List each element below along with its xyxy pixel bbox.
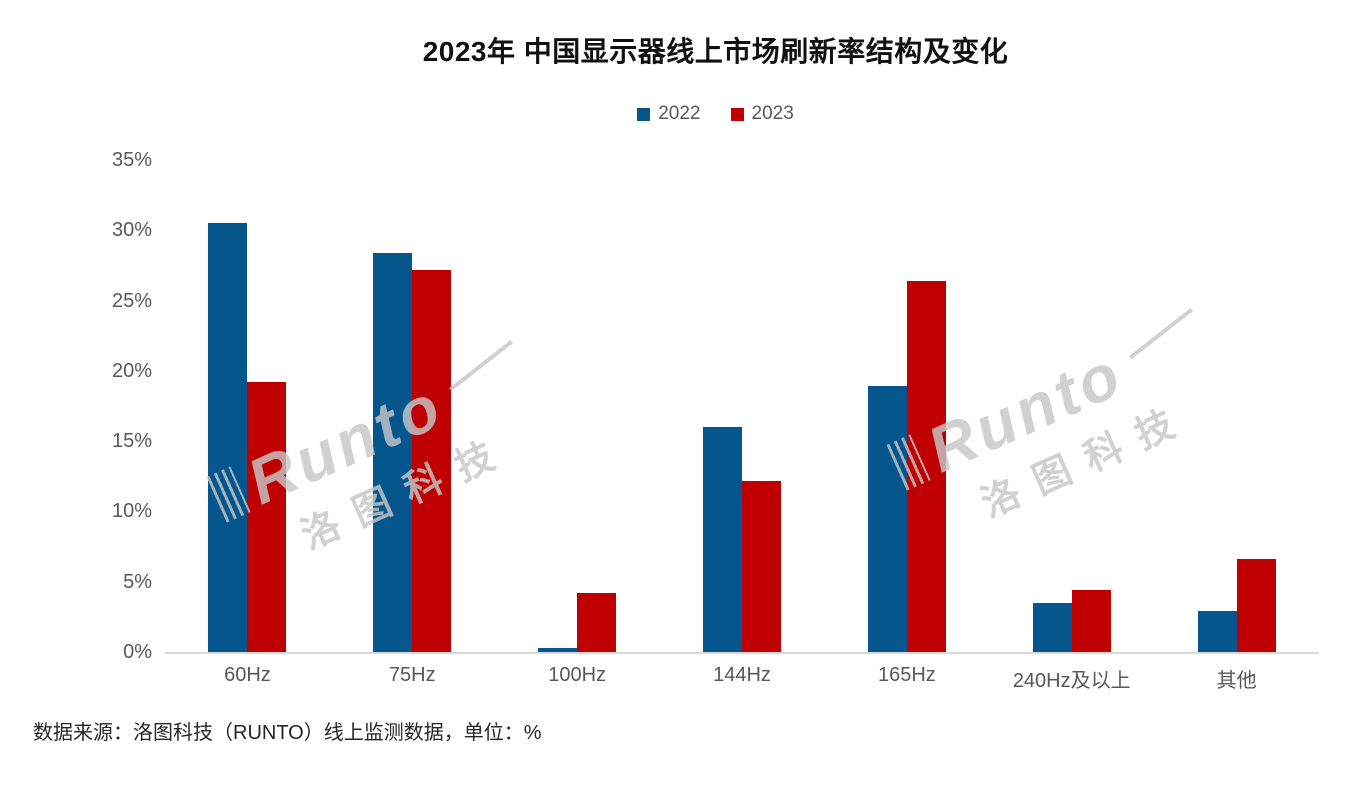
x-axis-label-144Hz: 144Hz (713, 664, 771, 686)
bar-2023-60Hz (247, 382, 287, 652)
bar-2022-其他 (1197, 611, 1237, 652)
legend-item-2023: 2023 (730, 103, 794, 125)
bar-2022-60Hz (208, 223, 248, 652)
x-axis-label-240Hz及以上: 240Hz及以上 (1012, 670, 1131, 692)
bar-2023-75Hz (412, 269, 452, 652)
bar-2023-240Hz及以上 (1071, 590, 1111, 652)
bar-2022-75Hz (373, 252, 413, 652)
bar-group-100Hz: 100Hz (495, 160, 660, 686)
legend-label: 2023 (751, 103, 794, 124)
x-axis-label-165Hz: 165Hz (877, 664, 936, 686)
legend-label: 2022 (658, 103, 701, 124)
bar-group-其他: 其他 (1154, 160, 1319, 692)
y-axis-tick-20: 20% (111, 359, 152, 382)
y-axis-tick-15: 15% (111, 430, 152, 453)
plot-area: 60Hz 75Hz 100Hz 144Hz 165Hz 240Hz及以上 其他 (165, 160, 1319, 692)
legend-swatch-icon (637, 107, 651, 121)
bar-group-165Hz: 165Hz (824, 160, 989, 686)
x-axis-label-100Hz: 100Hz (548, 664, 607, 686)
y-axis-tick-0: 0% (123, 641, 152, 663)
x-axis-label-60Hz: 60Hz (224, 664, 271, 686)
bar-group-144Hz: 144Hz (660, 160, 825, 686)
y-axis-tick-10: 10% (111, 500, 152, 523)
y-axis-tick-35: 35% (111, 149, 152, 171)
bar-2023-165Hz (906, 280, 946, 652)
y-axis-tick-25: 25% (111, 289, 152, 312)
y-axis-tick-5: 5% (123, 570, 152, 593)
legend-swatch-icon (730, 107, 744, 121)
bar-2022-240Hz及以上 (1032, 602, 1072, 652)
bar-2022-165Hz (867, 386, 907, 652)
bar-group-240Hz及以上: 240Hz及以上 (989, 160, 1154, 692)
bar-group-60Hz: 60Hz (165, 160, 330, 686)
bar-group-75Hz: 75Hz (330, 160, 495, 686)
x-axis-label-其他: 其他 (1216, 670, 1257, 692)
chart-legend: 2022 2023 (80, 103, 1351, 125)
source-note: 数据来源：洛图科技（RUNTO）线上监测数据，单位：% (33, 722, 542, 744)
x-axis-label-75Hz: 75Hz (388, 664, 436, 686)
legend-item-2022: 2022 (637, 103, 701, 125)
bar-2022-144Hz (703, 427, 742, 652)
chart-title: 2023年 中国显示器线上市场刷新率结构及变化 (422, 36, 1009, 67)
bar-2022-100Hz (538, 647, 578, 652)
y-axis-tick-30: 30% (111, 219, 152, 242)
bar-2023-144Hz (742, 480, 781, 652)
bar-2023-其他 (1236, 559, 1276, 652)
bar-2023-100Hz (577, 592, 617, 652)
